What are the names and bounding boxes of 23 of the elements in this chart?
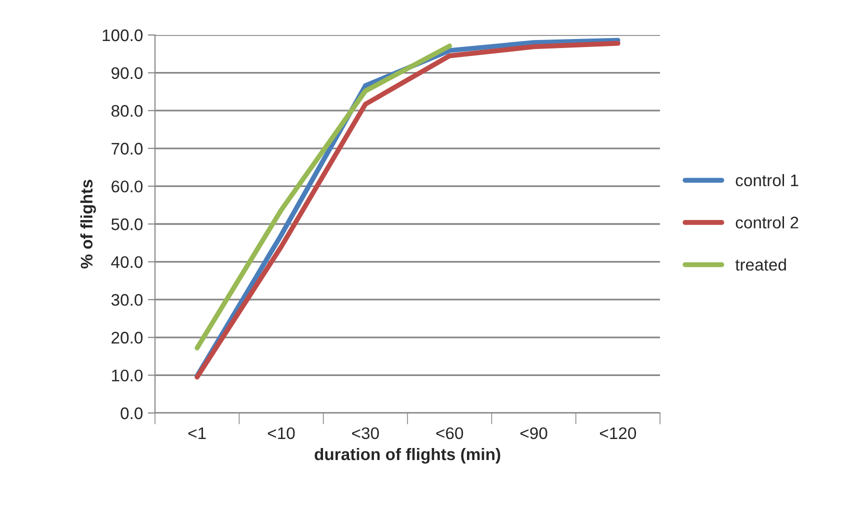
y-tick-label: 40.0: [111, 256, 143, 268]
y-axis-title: % of flights: [80, 180, 96, 268]
x-tick-label: <10: [268, 427, 295, 440]
x-tick-label: <1: [188, 428, 206, 439]
y-tick-label: 0.0: [120, 407, 143, 420]
line-series: [194, 44, 452, 350]
x-tick-label: <30: [352, 427, 379, 440]
y-tick-label: 60.0: [112, 180, 143, 192]
y-tick-label: 70.0: [112, 142, 143, 155]
y-tick-label: 100.0: [102, 29, 143, 42]
x-tick-label: <90: [520, 427, 548, 440]
y-tick-label: 20.0: [112, 332, 143, 344]
x-tick-label: <120: [600, 427, 636, 440]
y-tick-label: 90.0: [112, 67, 143, 80]
y-tick-label: 10.0: [112, 370, 143, 382]
y-tick-label: 30.0: [111, 294, 143, 306]
x-axis-title: duration of flights (min): [314, 448, 500, 464]
legend-label: treated: [735, 258, 786, 271]
x-tick-label: <60: [436, 427, 464, 440]
y-tick-label: 80.0: [111, 105, 143, 117]
y-tick-label: 50.0: [111, 218, 143, 230]
legend-label: control 2: [736, 216, 798, 228]
legend-label: control 1: [736, 174, 798, 186]
